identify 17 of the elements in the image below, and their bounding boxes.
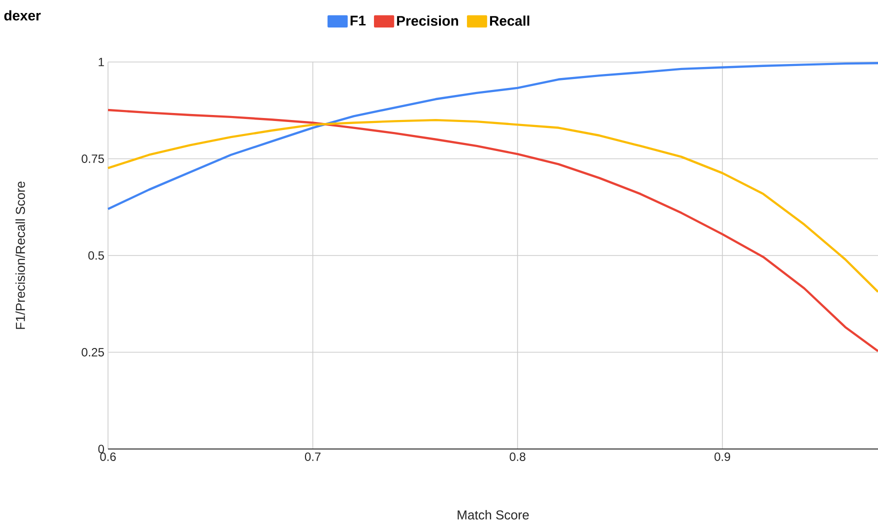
line-series	[106, 118, 878, 293]
x-tick-label: 0.9	[714, 452, 730, 461]
legend-label: F1	[350, 16, 366, 26]
x-axis-title: Match Score	[458, 510, 529, 520]
line-series	[106, 108, 878, 352]
y-tick-label: 0	[98, 444, 104, 454]
x-tick-label: 0.7	[304, 452, 321, 461]
x-tick-label: 0.8	[510, 452, 526, 461]
chart-title: dexer	[4, 10, 41, 20]
y-axis-title: F1/Precision/Recall Score	[15, 182, 25, 329]
y-tick-label: 1	[98, 58, 104, 66]
y-tick-label: 0.75	[82, 154, 104, 163]
legend-label: Precision	[397, 16, 458, 26]
y-tick-label: 0.5	[88, 251, 104, 260]
x-tick-label: 0.6	[100, 452, 116, 461]
legend-label: Recall	[490, 16, 530, 26]
y-tick-label: 0.25	[82, 348, 104, 356]
